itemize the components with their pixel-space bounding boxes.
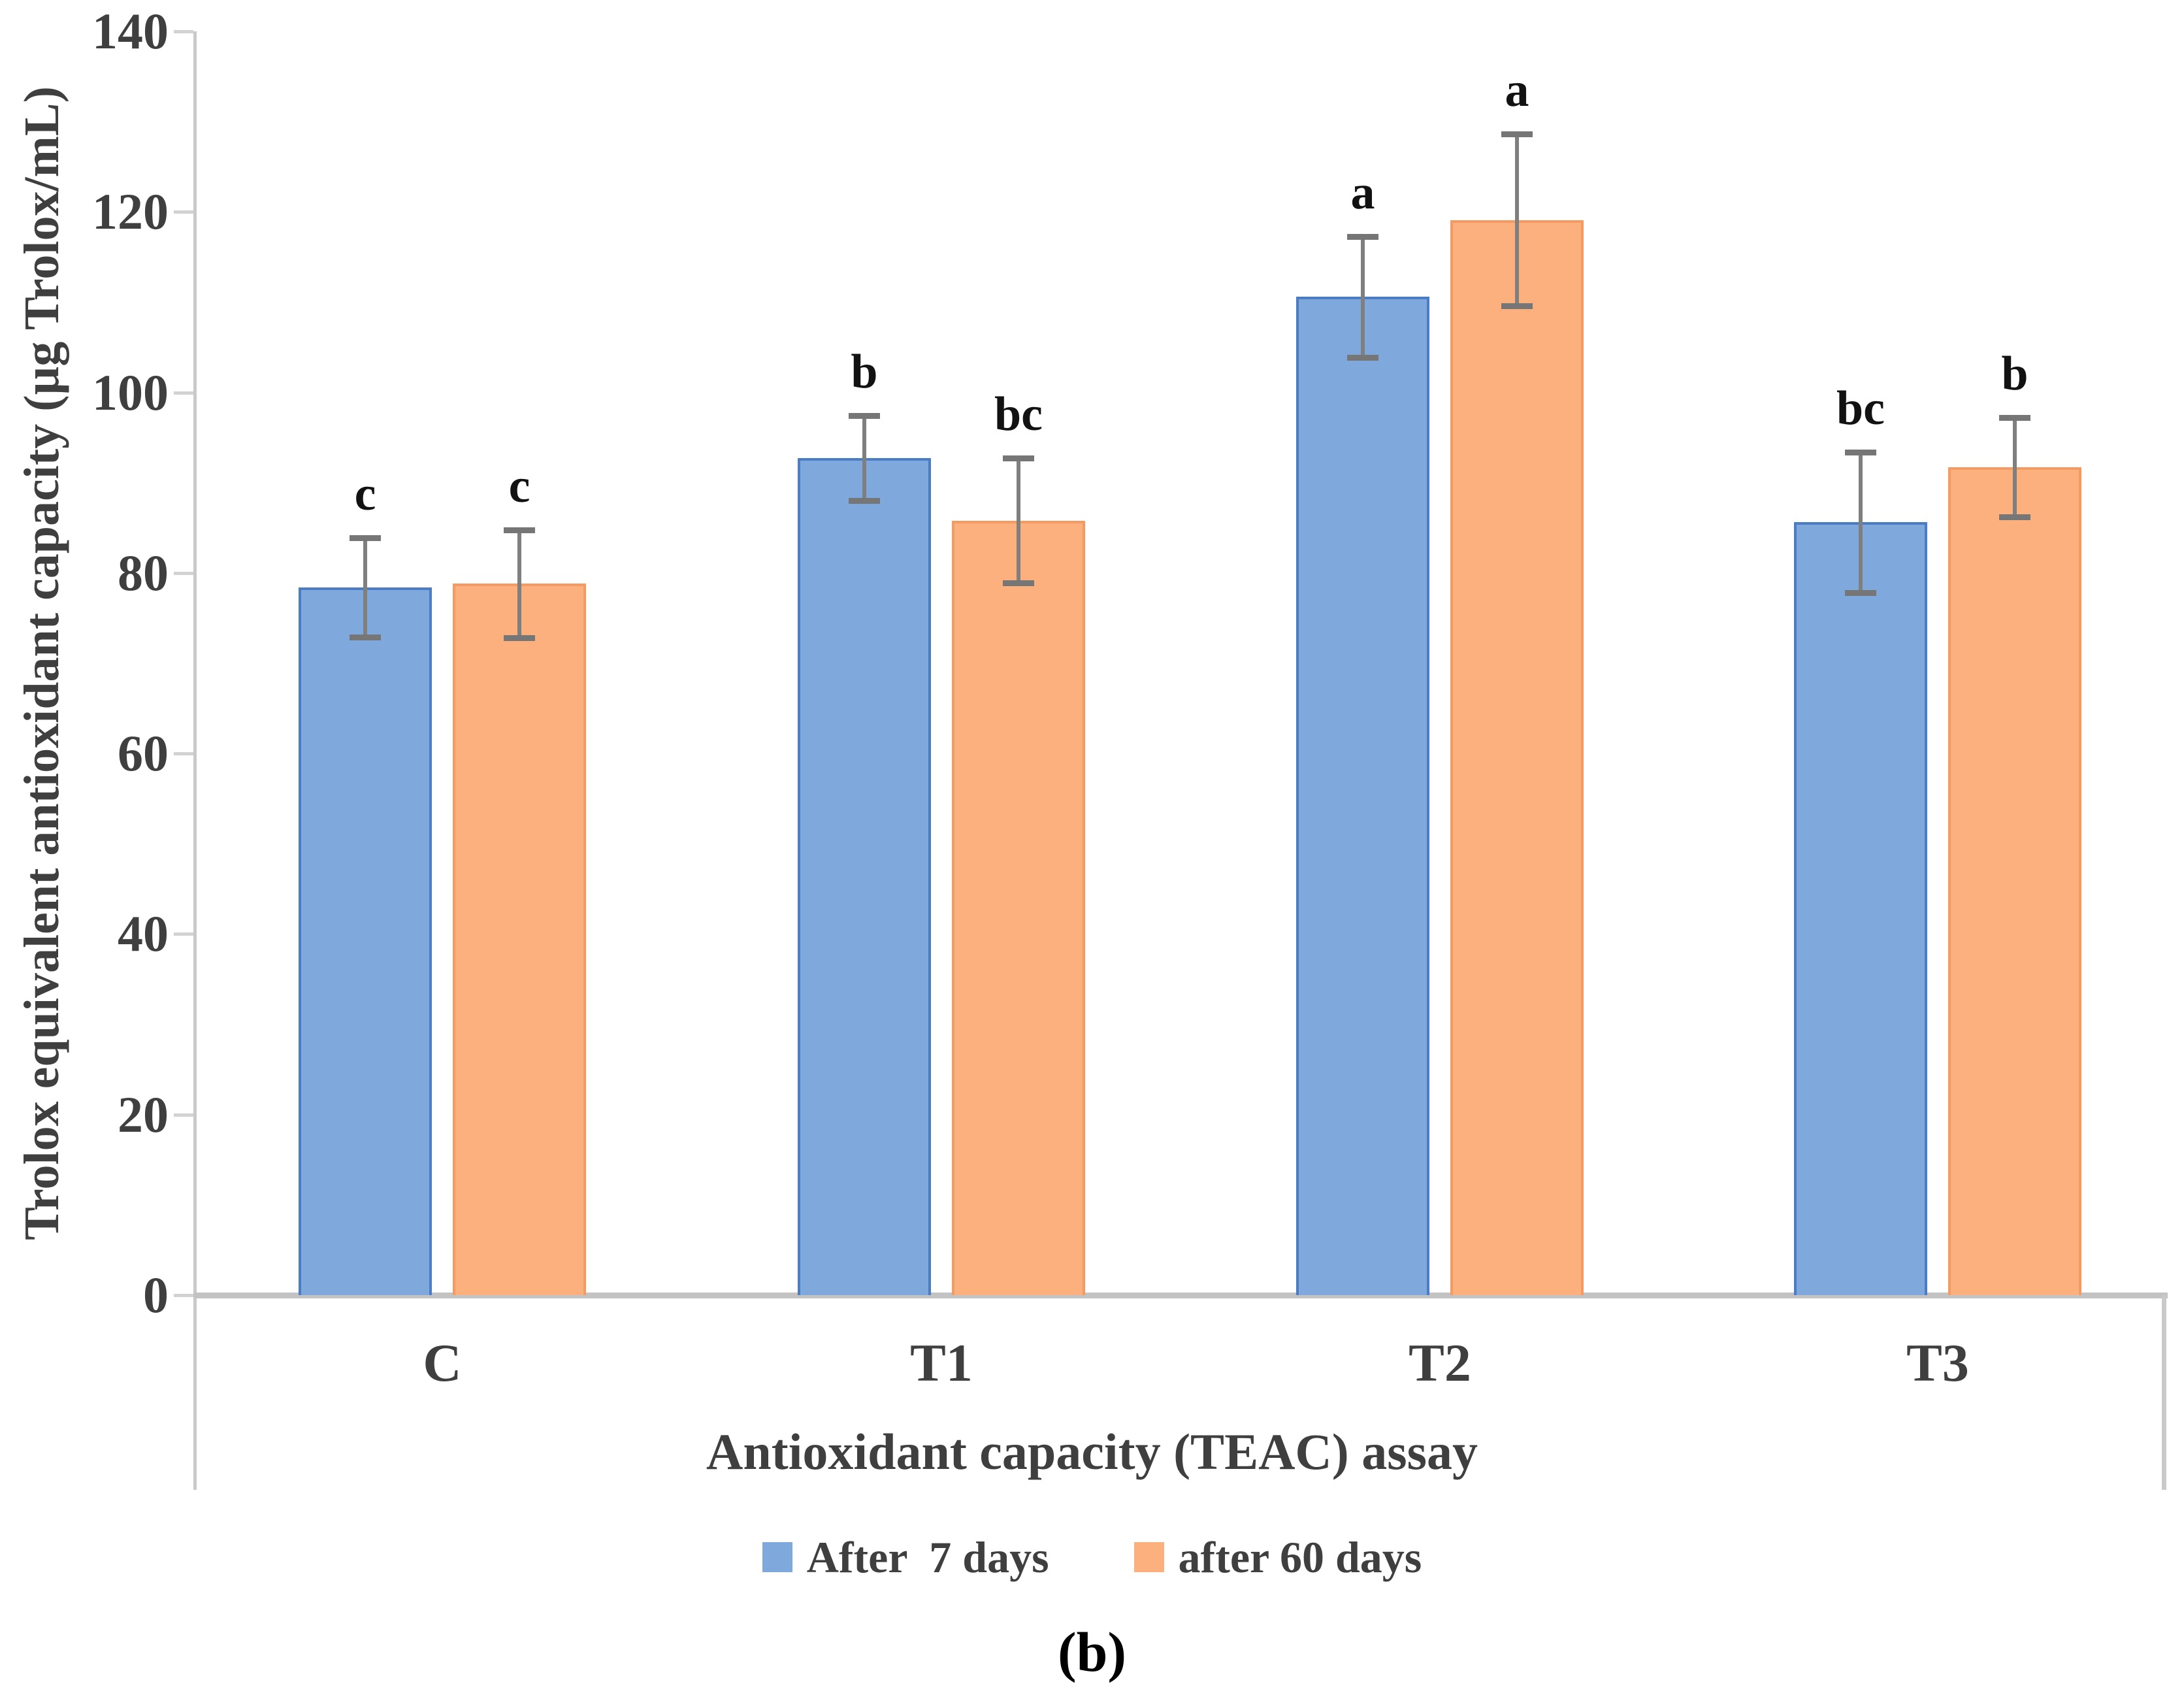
error-bar-cap xyxy=(1501,303,1533,309)
significance-letter-T1-series0: b xyxy=(851,345,878,399)
y-tick-label: 40 xyxy=(118,905,169,963)
error-bar-cap xyxy=(849,413,880,420)
significance-letter-T1-series1: bc xyxy=(994,387,1043,442)
significance-letter-T3-series0: bc xyxy=(1836,381,1885,435)
legend-label: after 60 days xyxy=(1178,1532,1422,1582)
category-label-T2: T2 xyxy=(1409,1333,1471,1392)
error-bar-cap xyxy=(1347,354,1378,361)
error-bar-line xyxy=(1017,458,1020,584)
y-tick xyxy=(174,932,193,936)
legend-swatch xyxy=(1133,1542,1164,1572)
significance-letter-C-series0: c xyxy=(354,467,376,521)
y-axis-line xyxy=(193,31,197,1490)
error-bar-cap xyxy=(1845,590,1876,597)
y-tick xyxy=(174,30,193,33)
error-bar-cap xyxy=(504,635,535,642)
error-bar-cap xyxy=(1003,580,1034,587)
significance-letter-T2-series0: a xyxy=(1350,165,1375,220)
legend: After 7 days after 60 days xyxy=(0,1534,2184,1580)
error-bar-cap xyxy=(1845,449,1876,455)
error-bar-cap xyxy=(350,535,381,541)
error-bar-cap xyxy=(1501,131,1533,138)
legend-swatch xyxy=(762,1542,792,1572)
error-bar-line xyxy=(517,529,521,638)
bar-T1-series0 xyxy=(798,458,931,1295)
error-bar-cap xyxy=(1999,514,2030,521)
error-bar-cap xyxy=(1999,415,2030,421)
bar-C-series0 xyxy=(299,587,432,1295)
legend-label: After 7 days xyxy=(806,1532,1049,1582)
x-axis-title: Antioxidant capacity (TEAC) assay xyxy=(706,1423,1478,1480)
legend-item-series0: After 7 days xyxy=(762,1534,1049,1580)
error-bar-line xyxy=(1361,236,1365,357)
y-tick xyxy=(174,1294,193,1297)
bar-T3-series0 xyxy=(1794,522,1927,1295)
y-axis-title: Trolox equivalent antioxidant capacity (… xyxy=(14,86,69,1240)
significance-letter-T3-series1: b xyxy=(2001,347,2029,401)
category-area-right-border xyxy=(2162,1295,2166,1490)
y-tick-label: 20 xyxy=(118,1085,169,1143)
error-bar-line xyxy=(1515,134,1519,306)
bar-T2-series1 xyxy=(1450,220,1584,1295)
bar-T2-series0 xyxy=(1296,297,1429,1295)
bar-T3-series1 xyxy=(1948,467,2081,1295)
error-bar-line xyxy=(862,416,866,501)
error-bar-cap xyxy=(1003,455,1034,462)
y-tick-label: 0 xyxy=(143,1266,169,1323)
category-label-T1: T1 xyxy=(910,1333,973,1392)
error-bar-cap xyxy=(504,527,535,533)
y-tick-label: 60 xyxy=(118,725,169,782)
y-tick-label: 80 xyxy=(118,544,169,601)
y-tick xyxy=(174,571,193,575)
error-bar-cap xyxy=(1347,233,1378,240)
error-bar-cap xyxy=(849,498,880,504)
error-bar-line xyxy=(2013,418,2017,518)
category-label-C: C xyxy=(423,1333,462,1392)
y-tick-label: 100 xyxy=(92,363,169,421)
category-label-T3: T3 xyxy=(1906,1333,1969,1392)
y-tick xyxy=(174,391,193,395)
y-tick-label: 140 xyxy=(92,3,169,59)
y-tick xyxy=(174,752,193,756)
significance-letter-C-series1: c xyxy=(508,459,530,513)
bar-C-series1 xyxy=(453,584,586,1295)
y-tick-label: 120 xyxy=(92,183,169,240)
error-bar-cap xyxy=(350,634,381,640)
x-axis-baseline xyxy=(193,1293,2168,1298)
error-bar-line xyxy=(363,537,367,637)
error-bar-line xyxy=(1859,452,1863,593)
bar-T1-series1 xyxy=(952,520,1085,1295)
y-tick xyxy=(174,210,193,214)
legend-item-series1: after 60 days xyxy=(1133,1532,1422,1582)
y-tick xyxy=(174,1113,193,1117)
figure-caption: (b) xyxy=(1057,1621,1127,1683)
significance-letter-T2-series1: a xyxy=(1505,63,1529,118)
